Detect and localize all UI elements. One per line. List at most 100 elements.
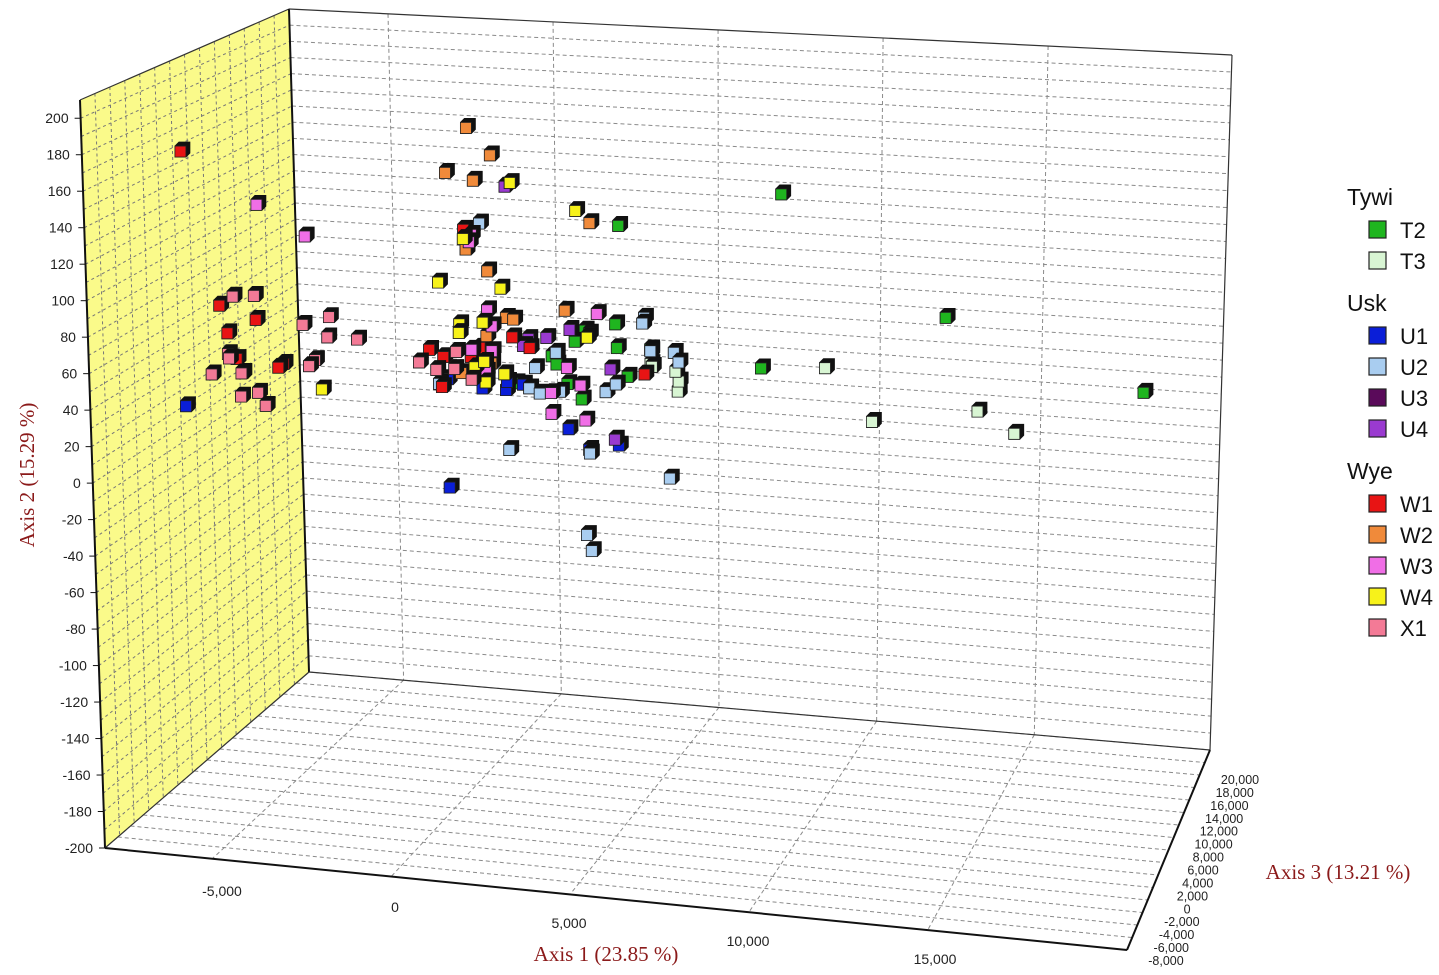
legend-label: U3 xyxy=(1400,386,1428,411)
z-tick-label: -6,000 xyxy=(1154,941,1189,955)
data-point-t2 xyxy=(609,314,626,331)
legend-swatch xyxy=(1368,494,1387,513)
data-point-w4 xyxy=(494,278,511,295)
legend-item-u1: U1 xyxy=(1368,324,1428,349)
data-point-w4 xyxy=(479,372,496,389)
legend-swatch xyxy=(1368,251,1387,270)
legend-group-title: Usk xyxy=(1347,290,1387,316)
data-point-x1 xyxy=(413,352,429,369)
y-tick-label: -140 xyxy=(61,731,89,747)
data-point-w2 xyxy=(507,309,524,326)
y-tick-label: 200 xyxy=(45,110,69,126)
x-tick-label: 0 xyxy=(391,899,399,915)
data-point-x1 xyxy=(465,369,482,386)
y-tick-label: -100 xyxy=(59,658,87,674)
z-tick-label: 8,000 xyxy=(1193,851,1224,865)
data-point-w4 xyxy=(315,379,332,396)
z-axis-title: Axis 3 (13.21 %) xyxy=(1266,860,1411,884)
data-point-w1 xyxy=(506,327,523,344)
data-point-x1 xyxy=(235,386,251,403)
legend-label: U1 xyxy=(1400,324,1428,349)
data-point-u1 xyxy=(443,477,460,494)
data-point-x1 xyxy=(235,363,252,380)
legend-swatch xyxy=(1368,525,1387,544)
data-point-w2 xyxy=(583,213,600,230)
legend-group-title: Tywi xyxy=(1347,184,1393,210)
data-point-w4 xyxy=(432,272,448,289)
data-point-x1 xyxy=(296,315,313,331)
legend-item-u3: U3 xyxy=(1368,386,1428,411)
z-tick-label: 6,000 xyxy=(1187,864,1218,878)
data-point-x1 xyxy=(450,342,466,358)
data-point-x1 xyxy=(259,396,276,412)
z-tick-label: 12,000 xyxy=(1200,825,1238,839)
legend-label: U2 xyxy=(1400,355,1428,380)
data-point-w4 xyxy=(478,351,495,368)
y-tick-label: -20 xyxy=(62,512,82,528)
data-point-u2 xyxy=(585,541,602,558)
data-point-w3 xyxy=(545,383,561,399)
data-point-x1 xyxy=(448,359,465,375)
data-point-w4 xyxy=(503,173,520,189)
data-point-t3 xyxy=(819,358,835,375)
data-point-w3 xyxy=(590,304,607,320)
data-point-w3 xyxy=(465,339,482,356)
data-point-w4 xyxy=(456,229,473,245)
data-point-t2 xyxy=(1137,382,1154,399)
legend-swatch xyxy=(1368,587,1387,606)
data-point-w1 xyxy=(249,310,266,326)
data-point-u2 xyxy=(609,374,626,391)
legend-swatch xyxy=(1368,357,1387,376)
legend-item-w3: W3 xyxy=(1368,554,1433,579)
y-tick-label: -40 xyxy=(63,548,83,564)
y-tick-label: 160 xyxy=(48,183,72,199)
legend-swatch xyxy=(1368,556,1387,575)
data-point-w2 xyxy=(483,145,500,162)
legend-label: X1 xyxy=(1400,616,1427,641)
y-tick-label: -180 xyxy=(64,804,92,820)
data-point-w3 xyxy=(298,226,315,243)
data-point-t2 xyxy=(939,307,956,324)
data-point-w1 xyxy=(272,357,289,374)
y-axis-ticks: 200180160140120100806040200-20-40-60-80-… xyxy=(45,110,105,856)
y-tick-label: 120 xyxy=(50,256,74,272)
legend-label: W4 xyxy=(1400,585,1433,610)
data-point-u2 xyxy=(663,468,680,485)
x-tick-label: 10,000 xyxy=(727,933,770,949)
data-point-t2 xyxy=(755,358,771,375)
data-point-x1 xyxy=(430,360,447,376)
legend-group-title: Wye xyxy=(1347,458,1393,484)
x-axis-ticks: -5,000 0 5,000 10,000 15,000 xyxy=(202,883,956,967)
z-tick-label: -8,000 xyxy=(1148,954,1183,968)
data-point-w3 xyxy=(545,403,562,420)
z-tick-label: -4,000 xyxy=(1159,928,1194,942)
data-point-x1 xyxy=(223,348,239,365)
y-tick-label: 80 xyxy=(60,329,76,345)
legend-swatch xyxy=(1368,419,1387,438)
legend-swatch xyxy=(1368,388,1387,407)
grid-lines xyxy=(80,13,1232,951)
y-tick-label: 180 xyxy=(46,147,70,163)
z-tick-label: 0 xyxy=(1184,902,1191,916)
legend-label: W1 xyxy=(1400,492,1433,517)
y-tick-label: -80 xyxy=(65,621,85,637)
data-point-w1 xyxy=(638,364,655,381)
legend-item-u4: U4 xyxy=(1368,417,1428,442)
z-tick-label: 16,000 xyxy=(1210,799,1248,813)
data-point-w4 xyxy=(569,201,586,217)
y-tick-label: -120 xyxy=(60,694,88,710)
data-point-u4 xyxy=(608,429,625,446)
x-tick-label: 5,000 xyxy=(551,915,586,931)
data-point-w4 xyxy=(580,327,597,344)
data-point-w1 xyxy=(213,295,230,312)
y-tick-label: -60 xyxy=(64,585,84,601)
data-point-w2 xyxy=(439,163,455,179)
y-tick-label: -160 xyxy=(63,767,91,783)
x-tick-label: -5,000 xyxy=(202,883,242,899)
data-point-u2 xyxy=(549,342,566,359)
legend-item-w1: W1 xyxy=(1368,492,1433,517)
data-point-x1 xyxy=(303,356,319,373)
data-points xyxy=(174,118,1154,558)
z-tick-label: 4,000 xyxy=(1182,876,1213,890)
